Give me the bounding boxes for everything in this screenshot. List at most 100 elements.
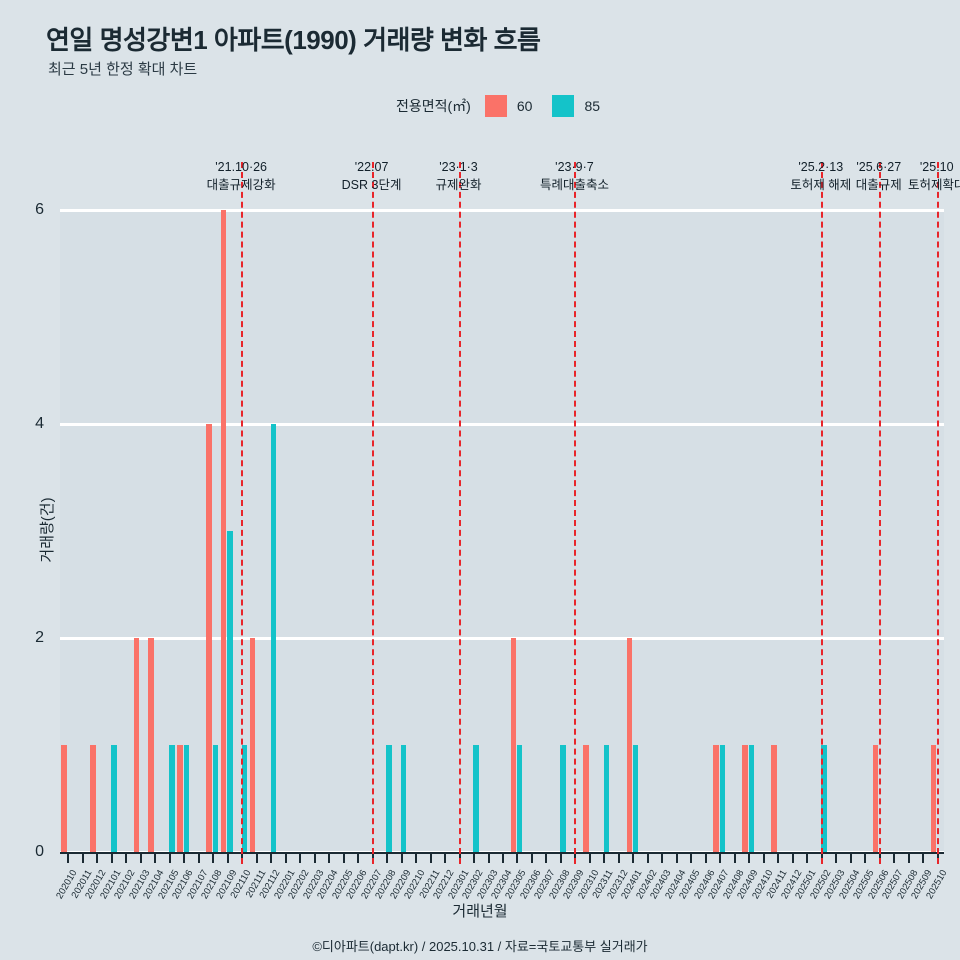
bar-60-202409[interactable] bbox=[742, 745, 748, 852]
x-axis-tick bbox=[386, 854, 389, 863]
gridline bbox=[60, 422, 944, 426]
bar-60-202104[interactable] bbox=[148, 638, 154, 852]
event-date: '25.2·13 bbox=[798, 160, 844, 174]
event-name: 토허제 해제 bbox=[790, 178, 852, 193]
plot-area bbox=[60, 162, 944, 864]
event-name: 대출규제강화 bbox=[206, 178, 276, 193]
bar-60-202305[interactable] bbox=[510, 638, 517, 852]
bar-60-202108[interactable] bbox=[206, 424, 212, 852]
bar-85-202106[interactable] bbox=[183, 745, 190, 852]
event-name: 규제완화 bbox=[435, 178, 482, 193]
event-date: '21.10·26 bbox=[215, 160, 268, 174]
x-axis-tick bbox=[922, 854, 925, 863]
bar-85-202105[interactable] bbox=[169, 745, 175, 852]
x-axis-tick bbox=[400, 854, 403, 863]
bar-60-202401[interactable] bbox=[626, 638, 633, 852]
x-axis-tick bbox=[96, 854, 99, 863]
x-axis-tick bbox=[646, 854, 649, 863]
legend: 전용면적(㎡) 60 85 bbox=[396, 95, 610, 117]
x-axis-tick bbox=[183, 854, 186, 863]
x-axis-tick bbox=[110, 854, 113, 863]
event-label-202301: '23·1·3 규제완화 bbox=[436, 158, 482, 194]
x-axis-tick bbox=[530, 854, 533, 863]
bar-60-202103[interactable] bbox=[133, 638, 140, 852]
x-axis-tick bbox=[429, 854, 432, 863]
x-axis-tick bbox=[893, 854, 896, 863]
x-axis-tick bbox=[588, 854, 591, 863]
x-axis-tick bbox=[139, 854, 142, 863]
bar-60-202506[interactable] bbox=[872, 745, 879, 852]
x-axis-tick bbox=[357, 854, 360, 863]
bar-85-202101[interactable] bbox=[111, 745, 117, 852]
bar-85-202209[interactable] bbox=[400, 745, 407, 852]
event-date: '23·1·3 bbox=[439, 160, 478, 174]
event-name: DSR 3단계 bbox=[341, 178, 402, 193]
bar-60-202411[interactable] bbox=[771, 745, 777, 852]
y-axis-tick-label: 2 bbox=[35, 629, 44, 646]
bar-60-202012[interactable] bbox=[90, 745, 96, 852]
bar-85-202110[interactable] bbox=[241, 745, 248, 852]
bar-85-202308[interactable] bbox=[560, 745, 566, 852]
x-axis-tick bbox=[864, 854, 867, 863]
x-axis-tick bbox=[849, 854, 852, 863]
bar-85-202109[interactable] bbox=[227, 531, 233, 852]
x-axis-tick bbox=[168, 854, 171, 863]
event-date: '23·9·7 bbox=[555, 160, 594, 174]
x-axis-tick bbox=[733, 854, 736, 863]
event-label-202506: '25.6·27 대출규제 bbox=[856, 158, 902, 194]
bar-60-202010[interactable] bbox=[61, 745, 67, 852]
bar-85-202305[interactable] bbox=[516, 745, 523, 852]
x-axis-tick bbox=[762, 854, 765, 863]
x-axis-tick bbox=[835, 854, 838, 863]
x-axis-tick bbox=[748, 854, 751, 863]
x-axis-tick bbox=[791, 854, 794, 863]
footer-credit: ©디아파트(dapt.kr) / 2025.10.31 / 자료=국토교통부 실… bbox=[312, 939, 648, 954]
x-axis-tick bbox=[284, 854, 287, 863]
x-axis-tick bbox=[444, 854, 447, 863]
event-label-202110: '21.10·26 대출규제강화 bbox=[207, 158, 276, 194]
x-axis-tick bbox=[907, 854, 910, 863]
x-axis-tick bbox=[415, 854, 418, 863]
bar-85-202311[interactable] bbox=[603, 745, 610, 852]
event-label-202309: '23·9·7 특례대출축소 bbox=[540, 158, 609, 194]
bar-85-202502[interactable] bbox=[821, 745, 827, 852]
bar-60-202111[interactable] bbox=[249, 638, 256, 852]
bar-60-202310[interactable] bbox=[583, 745, 589, 852]
bar-60-202109[interactable] bbox=[220, 210, 227, 852]
bar-85-202108[interactable] bbox=[212, 745, 219, 852]
x-axis-tick bbox=[255, 854, 258, 863]
event-line-202309 bbox=[574, 162, 577, 864]
x-axis-tick bbox=[270, 854, 273, 863]
event-label-202510: '25.10 토허제확대 bbox=[908, 158, 960, 194]
event-date: '22.07 bbox=[354, 160, 389, 174]
x-axis-tick bbox=[502, 854, 504, 863]
x-axis-tick bbox=[559, 854, 562, 863]
bar-85-202407[interactable] bbox=[719, 745, 726, 852]
gridline bbox=[60, 208, 944, 212]
legend-label-85: 85 bbox=[584, 98, 601, 114]
bar-60-202407[interactable] bbox=[713, 745, 719, 852]
x-axis-tick bbox=[313, 854, 316, 863]
y-axis-tick-label: 6 bbox=[35, 201, 44, 218]
x-axis-tick bbox=[81, 854, 84, 863]
x-axis-tick bbox=[690, 854, 693, 863]
legend-swatch-85[interactable] bbox=[552, 95, 575, 117]
bar-85-202112[interactable] bbox=[270, 424, 277, 852]
bar-85-202409[interactable] bbox=[748, 745, 755, 852]
x-axis-tick bbox=[328, 854, 331, 863]
bar-85-202401[interactable] bbox=[632, 745, 639, 852]
legend-swatch-60[interactable] bbox=[484, 95, 507, 117]
x-axis-tick bbox=[226, 854, 229, 863]
x-axis-tick bbox=[806, 854, 809, 863]
x-axis-tick bbox=[197, 854, 200, 863]
plot-background bbox=[60, 210, 944, 852]
x-axis-tick bbox=[67, 854, 70, 863]
event-label-202207: '22.07 DSR 3단계 bbox=[342, 158, 402, 194]
event-name: 토허제확대 bbox=[907, 178, 960, 193]
bar-60-202106[interactable] bbox=[177, 745, 183, 852]
gridline bbox=[60, 636, 944, 640]
event-line-202301 bbox=[458, 162, 461, 864]
bar-60-202510[interactable] bbox=[930, 745, 937, 852]
bar-85-202208[interactable] bbox=[386, 745, 392, 852]
bar-85-202302[interactable] bbox=[473, 745, 479, 852]
